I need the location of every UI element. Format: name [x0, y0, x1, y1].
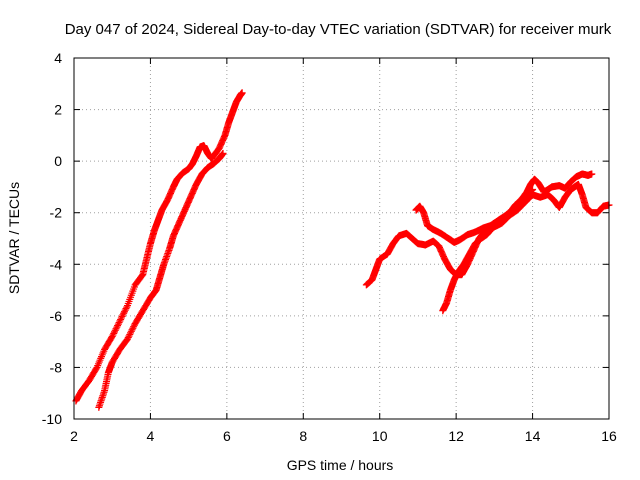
y-tick-label: -8 [50, 359, 63, 375]
y-tick-label: 4 [54, 50, 62, 66]
x-tick-label: 16 [601, 428, 617, 444]
data-point [120, 308, 128, 316]
data-point [115, 319, 123, 327]
data-point [529, 186, 537, 194]
data-point [118, 312, 126, 320]
data-point [128, 326, 136, 334]
x-tick-label: 8 [299, 428, 307, 444]
data-point [130, 323, 138, 331]
data-point [124, 335, 131, 343]
y-tick-label: -10 [42, 411, 62, 427]
data-point [114, 320, 122, 328]
plot-frame [73, 57, 610, 420]
series-2 [95, 149, 227, 411]
data-point [112, 325, 120, 333]
series-1 [72, 89, 246, 405]
data-point [116, 317, 124, 325]
y-tick-label: -6 [50, 308, 63, 324]
data-point [122, 305, 130, 313]
data-point [113, 323, 121, 331]
x-tick-label: 10 [372, 428, 388, 444]
data-point [238, 89, 246, 97]
x-tick-label: 4 [147, 428, 155, 444]
y-tick-labels: 4 2 0 -2 -4 -6 -8 -10 [42, 50, 62, 427]
data-point [124, 334, 132, 342]
series-5 [439, 186, 537, 315]
data-point [125, 332, 133, 340]
data-point [110, 329, 118, 337]
x-tick-label: 12 [448, 428, 464, 444]
y-tick-label: -4 [50, 256, 63, 272]
data-point [92, 365, 100, 373]
data-point [127, 327, 135, 335]
y-tick-label: 0 [54, 153, 62, 169]
data-point [219, 149, 227, 157]
data-point [121, 306, 129, 314]
y-tick-label: -2 [50, 205, 63, 221]
data-point [129, 324, 137, 332]
data-point [108, 332, 116, 340]
x-axis-label: GPS time / hours [287, 457, 394, 473]
data-point [111, 328, 119, 336]
series-4 [412, 170, 596, 246]
data-point [117, 315, 125, 323]
data-point [114, 322, 122, 330]
data-point [120, 309, 128, 317]
data-point [126, 330, 134, 338]
data-point [588, 170, 596, 178]
y-tick-label: 2 [54, 102, 62, 118]
y-axis-label: SDTVAR / TECUs [6, 182, 22, 294]
x-tick-labels: 2 4 6 8 10 12 14 16 [70, 428, 617, 444]
x-tick-label: 2 [70, 428, 78, 444]
chart-title: Day 047 of 2024, Sidereal Day-to-day VTE… [65, 21, 612, 38]
data-point [119, 311, 127, 319]
data-point [127, 329, 135, 337]
data-point [123, 303, 131, 311]
data-point [117, 314, 125, 322]
plot-area [72, 89, 613, 411]
data-point [111, 326, 119, 334]
x-tick-label: 14 [525, 428, 541, 444]
data-point [109, 331, 117, 339]
x-tick-label: 6 [223, 428, 231, 444]
